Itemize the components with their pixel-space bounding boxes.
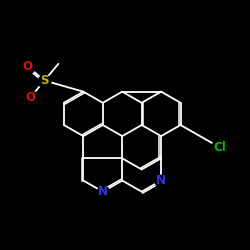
Text: N: N <box>98 185 108 198</box>
Text: S: S <box>40 74 49 87</box>
Text: N: N <box>156 174 166 187</box>
Text: Cl: Cl <box>213 141 226 154</box>
Text: O: O <box>23 60 33 73</box>
Text: O: O <box>26 91 36 104</box>
